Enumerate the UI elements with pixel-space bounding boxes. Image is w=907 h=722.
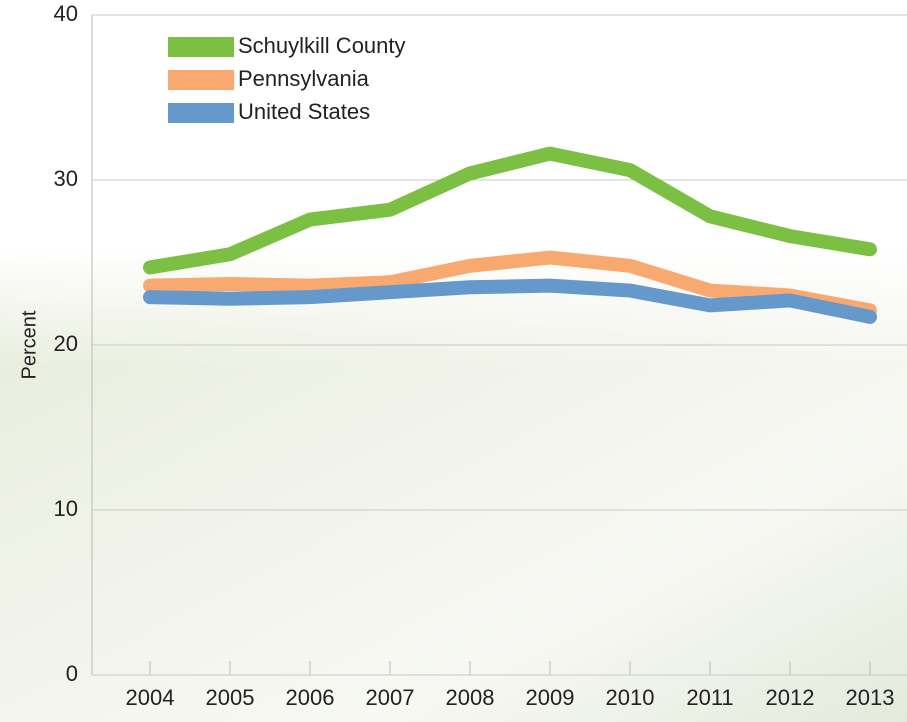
series-line xyxy=(143,278,877,324)
y-tick-label: 30 xyxy=(54,166,78,191)
y-tick-label: 10 xyxy=(54,496,78,521)
x-tick-label: 2013 xyxy=(846,685,895,710)
x-tick-label: 2005 xyxy=(206,685,255,710)
x-tick-label: 2008 xyxy=(446,685,495,710)
x-tick-label: 2007 xyxy=(366,685,415,710)
x-tick-label: 2012 xyxy=(766,685,815,710)
y-tick-label: 20 xyxy=(54,331,78,356)
x-tick-label: 2006 xyxy=(286,685,335,710)
x-tick-label: 2011 xyxy=(686,685,733,710)
x-tick-label: 2004 xyxy=(126,685,175,710)
y-tick-label: 0 xyxy=(66,661,78,686)
series-line xyxy=(143,146,877,275)
legend-label: United States xyxy=(238,99,370,124)
x-tick-label: 2009 xyxy=(526,685,575,710)
y-tick-label: 40 xyxy=(54,1,78,26)
background-fade xyxy=(0,250,907,722)
legend-swatch xyxy=(168,37,234,57)
y-axis-label: Percent xyxy=(18,310,40,379)
series-line xyxy=(143,250,877,318)
legend-label: Schuylkill County xyxy=(238,33,406,58)
legend-label: Pennsylvania xyxy=(238,66,370,91)
x-tick-label: 2010 xyxy=(606,685,655,710)
legend-swatch xyxy=(168,103,234,123)
legend-swatch xyxy=(168,70,234,90)
